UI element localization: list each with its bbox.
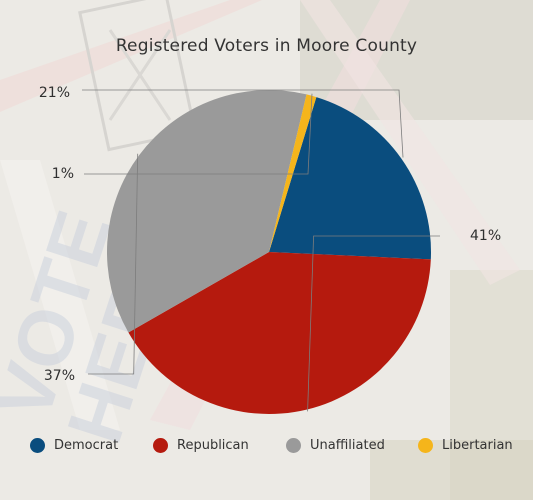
callout-line-democrat	[82, 89, 404, 158]
legend-item-unaffiliated: Unaffiliated	[286, 438, 385, 453]
legend-swatch-libertarian	[418, 438, 433, 453]
legend-item-libertarian: Libertarian	[418, 438, 513, 453]
pie-slice-libertarian	[269, 94, 317, 252]
legend-swatch-democrat	[30, 438, 45, 453]
legend-label-republican: Republican	[177, 438, 249, 453]
legend-label-libertarian: Libertarian	[442, 438, 513, 453]
data-label-democrat: 21%	[39, 85, 70, 101]
chart-title: Registered Voters in Moore County	[115, 36, 418, 56]
data-label-unaffiliated: 37%	[44, 368, 75, 384]
legend-item-democrat: Democrat	[30, 438, 118, 453]
pie-slice-unaffiliated	[106, 89, 307, 333]
callout-line-libertarian	[84, 93, 313, 175]
legend-label-unaffiliated: Unaffiliated	[310, 438, 385, 453]
data-label-libertarian: 1%	[52, 166, 74, 182]
legend-swatch-republican	[153, 438, 168, 453]
pie-slice-republican	[128, 252, 431, 414]
legend-label-democrat: Democrat	[54, 438, 119, 453]
callout-line-republican	[307, 235, 440, 412]
legend-swatch-unaffiliated	[286, 438, 301, 453]
legend-item-republican: Republican	[153, 438, 249, 453]
data-label-republican: 41%	[470, 228, 501, 244]
callout-line-unaffiliated	[88, 153, 139, 375]
legend: Democrat Republican Unaffiliated Liberta…	[0, 438, 533, 458]
